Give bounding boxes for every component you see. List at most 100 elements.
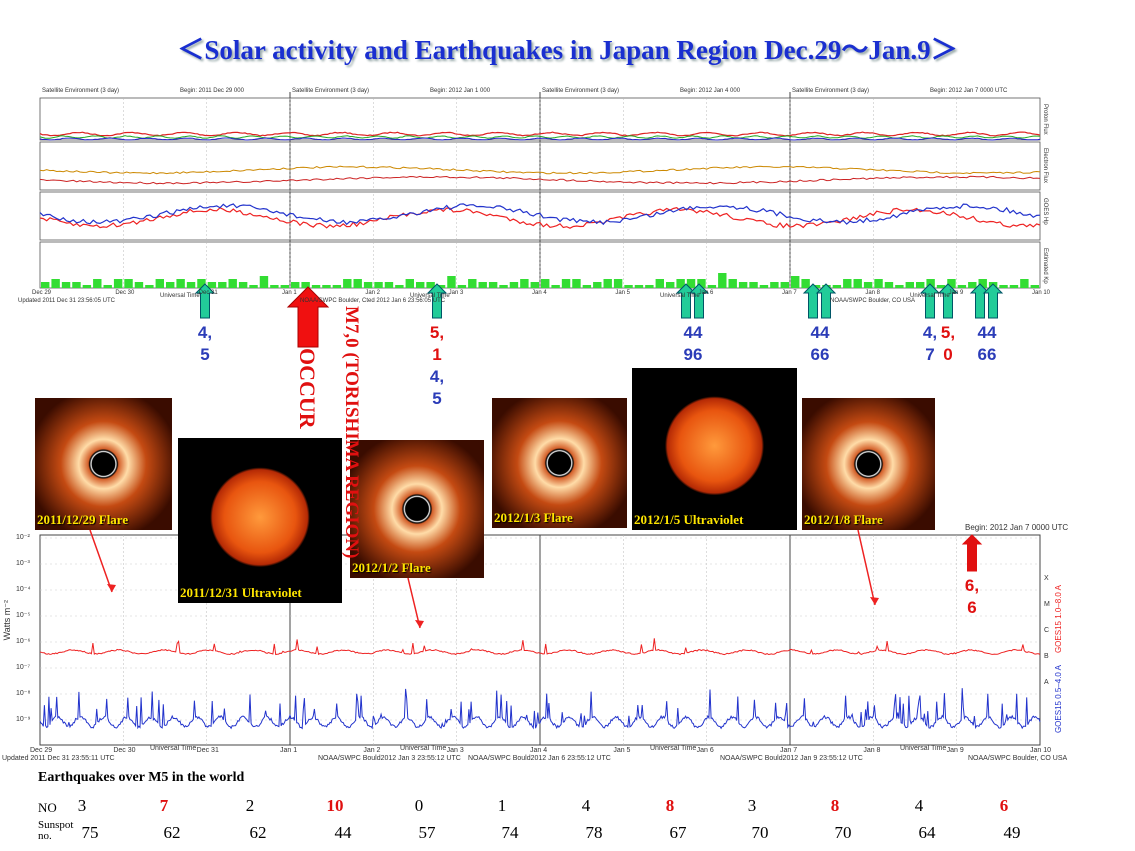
- y-tick-label: 10⁻⁹: [16, 716, 31, 723]
- day-label: Jan 5: [615, 290, 631, 296]
- kp-bar: [82, 285, 92, 288]
- kp-bar: [895, 285, 904, 288]
- quake-magnitude: 4,: [922, 323, 938, 342]
- kp-bar: [593, 282, 602, 288]
- quake-count: 6: [999, 796, 1009, 815]
- quake-arrow: [802, 283, 824, 319]
- quake-count: 7: [159, 796, 169, 815]
- kp-bar: [863, 282, 873, 288]
- row-label: GOES Hp: [1042, 198, 1048, 225]
- solar-image: 2011/12/31 Ultraviolet: [178, 438, 342, 603]
- day-label: Jan 1: [282, 290, 297, 296]
- kp-bar: [218, 282, 227, 288]
- kp-bar: [291, 282, 300, 288]
- quake-magnitude: 6,: [964, 576, 980, 595]
- kp-bar: [374, 282, 383, 288]
- sunspot-count: 78: [585, 823, 603, 842]
- kp-bar: [613, 279, 623, 288]
- kp-bar: [51, 279, 60, 288]
- sunspot-count: 70: [834, 823, 852, 842]
- hp-trace: [39, 207, 1041, 229]
- kp-bar: [61, 282, 71, 288]
- panel-footer: NOAA/SWPC Bould2012 Jan 6 23:55:12 UTC: [468, 755, 611, 762]
- day-label: Jan 7: [782, 290, 797, 296]
- kp-bar: [770, 282, 779, 288]
- sunspot-count: 44: [334, 823, 352, 842]
- axis-label: Universal Time: [150, 745, 197, 752]
- row-label: Estimated Kp: [1042, 248, 1048, 284]
- quake-count: 4: [914, 796, 924, 815]
- panel-footer: NOAA/SWPC Boulder, Cted 2012 Jan 6 23:56…: [300, 298, 446, 304]
- kp-bar: [801, 279, 810, 288]
- big-quake-label: M7,0 (TORISHIMA REGION): [341, 306, 362, 559]
- solar-image: 2012/1/2 Flare: [350, 440, 484, 578]
- day-label: Jan 9: [948, 290, 964, 296]
- day-label: Jan 7: [780, 747, 798, 754]
- day-label: Jan 2: [365, 290, 381, 296]
- kp-bar: [520, 279, 529, 288]
- day-label: Jan 3: [446, 747, 464, 754]
- axis-label: Universal Time: [160, 293, 200, 299]
- kp-bar: [332, 285, 342, 288]
- kp-bar: [738, 282, 748, 288]
- kp-bar: [176, 279, 185, 288]
- kp-bar: [957, 285, 967, 288]
- kp-bar: [259, 276, 269, 288]
- kp-bar: [655, 279, 664, 288]
- row-label: Proton Flux: [1042, 104, 1048, 135]
- kp-bar: [72, 282, 81, 288]
- kp-bar: [468, 279, 477, 288]
- electron-trace: [39, 165, 1041, 175]
- y-tick-label: 10⁻⁸: [16, 690, 31, 697]
- kp-bar: [353, 279, 362, 288]
- quake-magnitude: 1: [432, 345, 442, 364]
- kp-bar: [488, 282, 498, 288]
- kp-bar: [582, 285, 592, 288]
- panel-footer: Updated 2011 Dec 31 23:56:05 UTC: [18, 298, 115, 304]
- quake-arrow: [426, 283, 448, 319]
- kp-bar: [697, 279, 706, 288]
- kp-bar: [509, 282, 519, 288]
- quake-magnitude: 44: [683, 323, 703, 342]
- quake-magnitude: 4,: [197, 323, 213, 342]
- quake-arrow: [919, 283, 941, 319]
- kp-bar: [686, 279, 696, 288]
- quake-magnitude: 44: [810, 323, 830, 342]
- kp-bar: [134, 282, 144, 288]
- kp-bar: [926, 279, 935, 288]
- kp-bar: [749, 282, 758, 288]
- quake-magnitude: 5,: [940, 323, 956, 342]
- kp-bar: [426, 282, 435, 288]
- day-label: Jan 6: [698, 290, 714, 296]
- panel-header: Begin: 2012 Jan 1 000: [430, 88, 491, 94]
- quake-magnitude: 96: [683, 345, 703, 364]
- image-caption: 2012/1/2 Flare: [352, 560, 431, 575]
- kp-bar: [103, 285, 112, 288]
- axis-label: Universal Time: [900, 745, 947, 752]
- panel-header: Satellite Environment (3 day): [792, 88, 870, 94]
- series-label: GOES15 0.5–4.0 A: [1054, 665, 1063, 734]
- quake-arrow: [937, 283, 959, 319]
- kp-bar: [322, 285, 331, 288]
- quake-magnitude: 66: [810, 345, 830, 364]
- kp-bar: [113, 279, 123, 288]
- kp-bar: [301, 282, 310, 288]
- quake-arrow: [688, 283, 710, 319]
- kp-bar: [405, 279, 414, 288]
- axis-label: Universal Time: [650, 745, 697, 752]
- solar-image: 2012/1/8 Flare: [802, 398, 935, 530]
- class-label: B: [1044, 653, 1049, 660]
- kp-bar: [832, 285, 842, 288]
- kp-bar: [1009, 285, 1019, 288]
- kp-bar: [843, 279, 852, 288]
- kp-bar: [270, 285, 279, 288]
- kp-bar: [645, 285, 654, 288]
- panel-header: Satellite Environment (3 day): [42, 88, 120, 94]
- quake-count: 4: [581, 796, 591, 815]
- solar-image: 2012/1/5 Ultraviolet: [632, 368, 797, 530]
- axis-label: Universal Time: [660, 293, 700, 299]
- kp-bar: [905, 282, 914, 288]
- kp-bar: [363, 282, 373, 288]
- panel-header: Satellite Environment (3 day): [542, 88, 620, 94]
